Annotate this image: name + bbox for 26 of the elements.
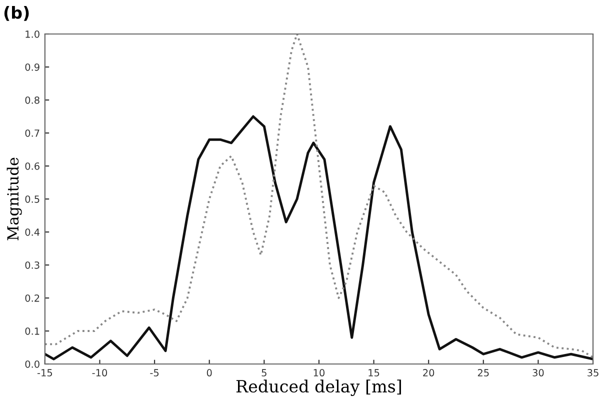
y-tick-label: 0.1 xyxy=(25,327,40,335)
y-axis-title: Magnitude xyxy=(6,158,22,240)
x-tick-label: 0 xyxy=(206,369,212,376)
chart-title: (b) xyxy=(4,6,29,21)
y-tick-label: 0.4 xyxy=(25,228,40,236)
x-tick-label: 15 xyxy=(368,369,380,376)
y-tick-label: 0.9 xyxy=(25,63,40,71)
y-tick-label: 0.6 xyxy=(25,162,40,170)
x-tick-label: -15 xyxy=(37,369,52,376)
x-tick-label: 30 xyxy=(532,369,544,376)
x-tick-label: 35 xyxy=(588,369,598,376)
y-tick-label: 0.3 xyxy=(25,261,40,269)
x-tick-label: 25 xyxy=(478,369,489,376)
x-axis-title: Reduced delay [ms] xyxy=(236,380,401,396)
y-tick-label: 1.0 xyxy=(26,30,40,38)
x-tick-label: -5 xyxy=(150,369,159,376)
y-tick-label: 0.8 xyxy=(25,96,40,104)
x-tick-label: 10 xyxy=(314,369,325,376)
y-tick-label: 0.2 xyxy=(25,294,40,302)
x-tick-label: 5 xyxy=(262,369,266,376)
x-tick-label: -10 xyxy=(92,369,108,376)
y-tick-label: 0.5 xyxy=(25,195,40,203)
y-tick-label: 0.0 xyxy=(25,360,40,368)
y-tick-label: 0.7 xyxy=(25,129,40,137)
line-series xyxy=(44,115,594,360)
x-tick-label: 20 xyxy=(423,369,434,376)
